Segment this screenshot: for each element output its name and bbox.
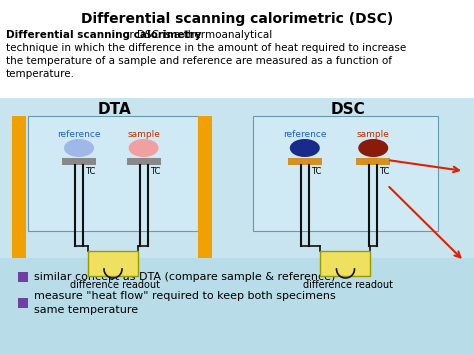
Text: furnace: furnace <box>15 168 24 207</box>
Text: difference readout: difference readout <box>70 280 160 290</box>
Text: or DSC is a thermoanalytical: or DSC is a thermoanalytical <box>6 30 272 40</box>
Bar <box>28 116 198 231</box>
Text: DSC: DSC <box>331 102 365 117</box>
Bar <box>62 158 96 165</box>
Text: TC: TC <box>150 167 160 176</box>
Text: Differential scanning calorimetric (DSC): Differential scanning calorimetric (DSC) <box>81 12 393 26</box>
Bar <box>320 251 371 276</box>
Bar <box>88 251 138 276</box>
Text: reference: reference <box>57 130 101 139</box>
Bar <box>18 298 28 308</box>
Text: difference readout: difference readout <box>303 280 393 290</box>
Bar <box>0 258 474 355</box>
Text: measure "heat flow" required to keep both specimens
same temperature: measure "heat flow" required to keep bot… <box>34 291 336 315</box>
Bar <box>127 158 161 165</box>
Text: DTA: DTA <box>98 102 132 117</box>
Ellipse shape <box>290 139 320 157</box>
Ellipse shape <box>128 139 159 157</box>
Text: TC: TC <box>311 167 321 176</box>
Bar <box>18 272 28 282</box>
Bar <box>12 116 26 258</box>
Bar <box>253 116 438 231</box>
Ellipse shape <box>64 139 94 157</box>
Text: Differential scanning calorimetry: Differential scanning calorimetry <box>6 30 201 40</box>
Text: temperature.: temperature. <box>6 69 75 79</box>
Text: sample: sample <box>357 130 390 139</box>
Text: TC: TC <box>85 167 95 176</box>
Bar <box>356 158 390 165</box>
Ellipse shape <box>358 139 388 157</box>
Bar <box>288 158 322 165</box>
Bar <box>198 116 212 258</box>
Text: similar concept as DTA (compare sample & reference): similar concept as DTA (compare sample &… <box>34 272 336 282</box>
Bar <box>0 98 474 258</box>
Text: TC: TC <box>379 167 390 176</box>
Text: technique in which the difference in the amount of heat required to increase: technique in which the difference in the… <box>6 43 406 53</box>
Text: sample: sample <box>127 130 160 139</box>
Text: reference: reference <box>283 130 327 139</box>
Text: the temperature of a sample and reference are measured as a function of: the temperature of a sample and referenc… <box>6 56 392 66</box>
